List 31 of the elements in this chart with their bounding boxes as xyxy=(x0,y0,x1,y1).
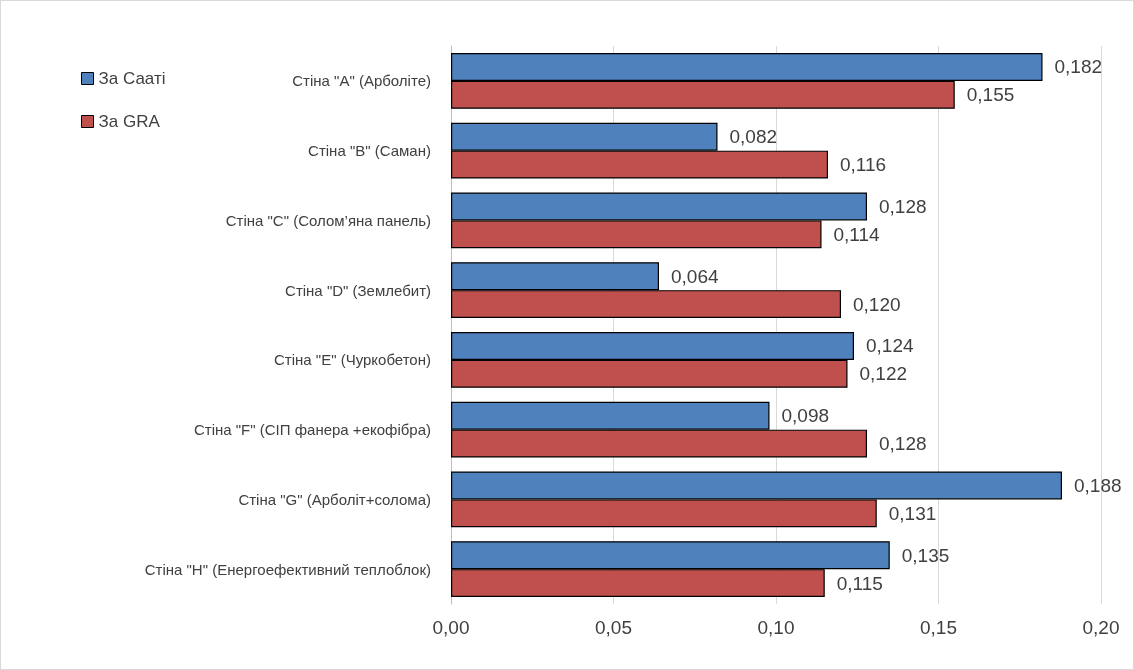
y-tick-label: Стіна "D" (Землебит) xyxy=(285,281,431,299)
x-tick-label: 0,05 xyxy=(595,617,632,638)
data-label: 0,114 xyxy=(833,223,881,245)
data-label: 0,064 xyxy=(671,265,719,287)
data-label: 0,120 xyxy=(853,293,901,315)
data-label: 0,116 xyxy=(840,154,887,176)
data-label: 0,122 xyxy=(859,363,908,385)
legend-label: За Сааті xyxy=(98,69,166,88)
data-label: 0,115 xyxy=(836,572,883,594)
data-label: 0,082 xyxy=(729,126,778,148)
x-tick-label: 0,10 xyxy=(757,617,795,638)
data-label: 0,182 xyxy=(1054,56,1103,78)
y-tick-label: Стіна "H" (Енергоефективний теплоблок) xyxy=(144,560,431,578)
y-tick-label: Стіна "B" (Саман) xyxy=(308,142,431,160)
data-label: 0,128 xyxy=(879,195,927,217)
y-tick-label: Стіна "G" (Арболіт+солома) xyxy=(238,490,431,508)
y-tick-label: Стіна "E" (Чуркобетон) xyxy=(274,351,431,369)
data-label: 0,124 xyxy=(866,335,914,357)
data-label: 0,155 xyxy=(966,84,1015,106)
y-tick-label: Стіна "F" (СІП фанера +екофібра) xyxy=(193,421,431,439)
y-tick-label: Стіна "C" (Солом’яна панель) xyxy=(225,211,431,229)
x-tick-label: 0,15 xyxy=(920,617,957,638)
x-tick-label: 0,20 xyxy=(1082,617,1120,638)
data-label: 0,188 xyxy=(1074,474,1122,496)
legend-label: За GRA xyxy=(98,112,161,131)
x-tick-label: 0,00 xyxy=(432,617,470,638)
data-label: 0,098 xyxy=(781,405,830,427)
data-label: 0,128 xyxy=(879,433,927,455)
data-label: 0,131 xyxy=(888,502,937,524)
data-label: 0,135 xyxy=(901,544,950,566)
y-tick-label: Стіна "A" (Арболіте) xyxy=(292,72,431,90)
